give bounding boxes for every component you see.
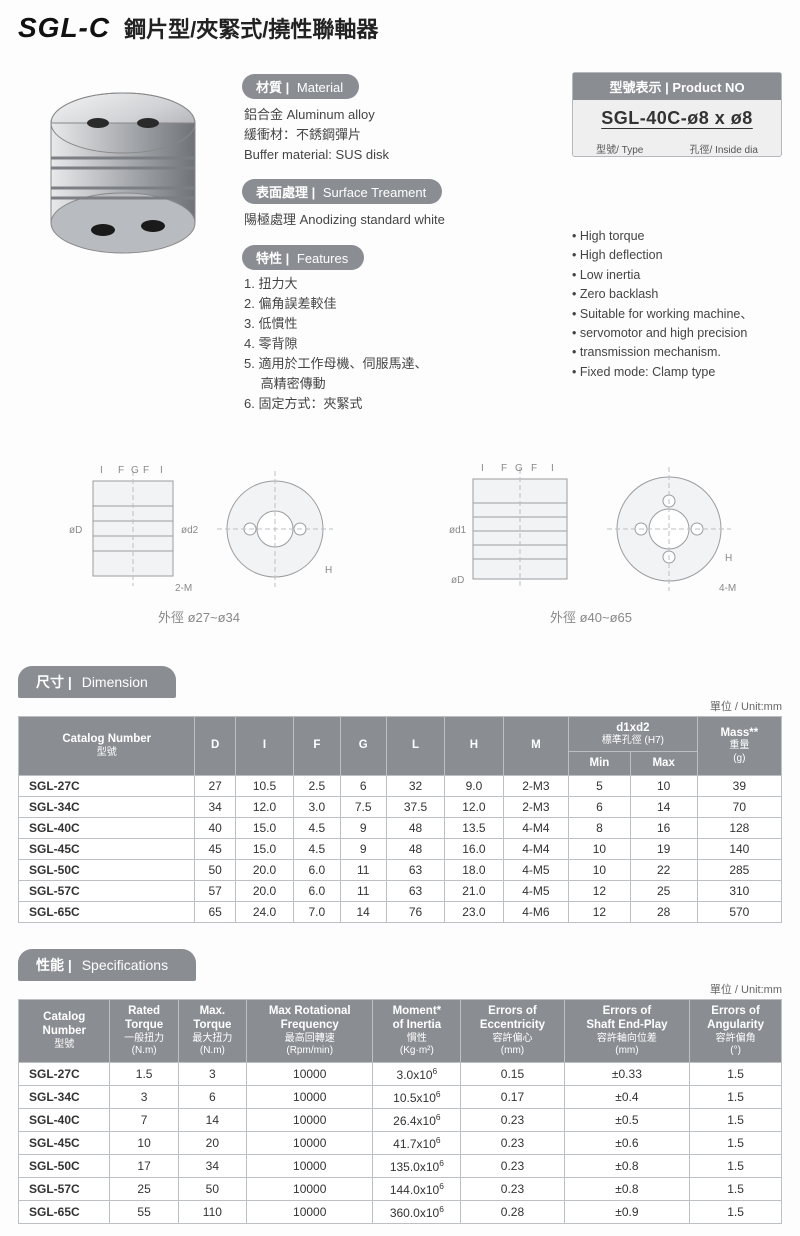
table-row: SGL-27C1.53100003.0x1060.15±0.331.5 bbox=[19, 1062, 782, 1085]
svg-text:ød1: ød1 bbox=[449, 525, 467, 536]
svg-text:I: I bbox=[481, 463, 484, 474]
product-no-header: 型號表示 | Product NO bbox=[573, 73, 781, 100]
product-no-box: 型號表示 | Product NO SGL-40C-ø8 x ø8 型號/ Ty… bbox=[572, 72, 782, 157]
svg-text:øD: øD bbox=[451, 575, 464, 586]
svg-text:I: I bbox=[100, 465, 103, 476]
diagram-right: I F G F I ød1 øD 4-M H 外徑 ø40~ø65 bbox=[445, 451, 737, 626]
table-row: SGL-50C5020.06.0116318.04-M51022285 bbox=[19, 859, 782, 880]
dimension-unit: 單位 / Unit:mm bbox=[18, 698, 782, 714]
svg-text:G: G bbox=[515, 463, 523, 474]
table-row: SGL-34C361000010.5x1060.17±0.41.5 bbox=[19, 1085, 782, 1108]
spec-unit: 單位 / Unit:mm bbox=[18, 981, 782, 997]
table-row: SGL-45C4515.04.594816.04-M41019140 bbox=[19, 838, 782, 859]
feature-item: Zero backlash bbox=[572, 285, 782, 304]
svg-text:H: H bbox=[325, 565, 332, 576]
svg-text:F: F bbox=[531, 463, 537, 474]
feature-item: 5. 適用於工作母機、伺服馬達、 bbox=[244, 354, 558, 374]
features-en-list: High torqueHigh deflectionLow inertiaZer… bbox=[572, 227, 782, 382]
diagram-left: I F G F I øD ød2 2-M H 外徑 ø27~ø34 bbox=[63, 451, 335, 626]
svg-text:2-M: 2-M bbox=[175, 583, 192, 594]
spec-header: 性能 | Specifications bbox=[18, 949, 196, 981]
svg-text:ød2: ød2 bbox=[181, 525, 199, 536]
svg-text:F: F bbox=[143, 465, 149, 476]
feature-item: transmission mechanism. bbox=[572, 343, 782, 362]
feature-item: servomotor and high precision bbox=[572, 324, 782, 343]
svg-text:øD: øD bbox=[69, 525, 82, 536]
table-row: SGL-50C173410000135.0x1060.23±0.81.5 bbox=[19, 1154, 782, 1177]
svg-text:F: F bbox=[118, 465, 124, 476]
table-row: SGL-57C255010000144.0x1060.23±0.81.5 bbox=[19, 1177, 782, 1200]
table-row: SGL-45C10201000041.7x1060.23±0.61.5 bbox=[19, 1131, 782, 1154]
diagram-right-caption: 外徑 ø40~ø65 bbox=[550, 607, 632, 626]
svg-text:I: I bbox=[551, 463, 554, 474]
material-text: 鋁合金 Aluminum alloy 緩衝材：不銹鋼彈片 Buffer mate… bbox=[244, 105, 558, 165]
info-right: 型號表示 | Product NO SGL-40C-ø8 x ø8 型號/ Ty… bbox=[572, 68, 782, 415]
top-info-section: 材質 | Material 鋁合金 Aluminum alloy 緩衝材：不銹鋼… bbox=[18, 68, 782, 415]
table-row: SGL-40C4015.04.594813.54-M4816128 bbox=[19, 817, 782, 838]
feature-item: 6. 固定方式：夾緊式 bbox=[244, 394, 558, 414]
page-title: SGL-C 鋼片型/夾緊式/撓性聯軸器 bbox=[18, 12, 782, 44]
feature-item: 2. 偏角誤差較佳 bbox=[244, 294, 558, 314]
feature-item: 1. 扭力大 bbox=[244, 274, 558, 294]
table-row: SGL-65C6524.07.0147623.04-M61228570 bbox=[19, 901, 782, 922]
model-desc: 鋼片型/夾緊式/撓性聯軸器 bbox=[124, 12, 378, 44]
svg-text:F: F bbox=[501, 463, 507, 474]
feature-item: 3. 低慣性 bbox=[244, 314, 558, 334]
coupling-3d-icon bbox=[28, 68, 218, 288]
product-no-sub: 型號/ Type孔徑/ Inside dia bbox=[573, 141, 781, 156]
svg-text:G: G bbox=[131, 465, 139, 476]
spec-table: CatalogNumber型號 RatedTorque一般扭力(N.m) Max… bbox=[18, 999, 782, 1224]
surface-text: 陽極處理 Anodizing standard white bbox=[244, 210, 558, 230]
feature-item: High torque bbox=[572, 227, 782, 246]
product-no-body: SGL-40C-ø8 x ø8 bbox=[573, 100, 781, 139]
feature-item: Low inertia bbox=[572, 266, 782, 285]
table-row: SGL-57C5720.06.0116321.04-M51225310 bbox=[19, 880, 782, 901]
product-image bbox=[18, 68, 228, 415]
table-row: SGL-27C2710.52.56329.02-M351039 bbox=[19, 775, 782, 796]
surface-pill: 表面處理 | Surface Treament bbox=[242, 179, 442, 204]
svg-text:I: I bbox=[160, 465, 163, 476]
feature-item: 高精密傳動 bbox=[244, 374, 558, 394]
diagram-row: I F G F I øD ød2 2-M H 外徑 ø27~ø34 bbox=[18, 451, 782, 626]
svg-text:4-M: 4-M bbox=[719, 583, 736, 594]
table-row: SGL-34C3412.03.07.537.512.02-M361470 bbox=[19, 796, 782, 817]
feature-item: Fixed mode: Clamp type bbox=[572, 363, 782, 382]
dimension-table: Catalog Number型號 D I F G L H M d1xd2標準孔徑… bbox=[18, 716, 782, 923]
dimension-header: 尺寸 | Dimension bbox=[18, 666, 176, 698]
features-zh-list: 1. 扭力大2. 偏角誤差較佳3. 低慣性4. 零背隙5. 適用於工作母機、伺服… bbox=[242, 274, 558, 415]
model-code: SGL-C bbox=[18, 12, 110, 44]
diagram-side-small: I F G F I øD ød2 2-M bbox=[63, 451, 203, 601]
table-row: SGL-65C5511010000360.0x1060.28±0.91.5 bbox=[19, 1200, 782, 1223]
diagram-left-caption: 外徑 ø27~ø34 bbox=[158, 607, 240, 626]
info-middle: 材質 | Material 鋁合金 Aluminum alloy 緩衝材：不銹鋼… bbox=[242, 68, 558, 415]
material-pill: 材質 | Material bbox=[242, 74, 359, 99]
feature-item: High deflection bbox=[572, 246, 782, 265]
features-pill: 特性 | Features bbox=[242, 245, 364, 270]
feature-item: Suitable for working machine、 bbox=[572, 305, 782, 324]
diagram-front-small: H bbox=[215, 451, 335, 601]
svg-text:H: H bbox=[725, 553, 732, 564]
feature-item: 4. 零背隙 bbox=[244, 334, 558, 354]
diagram-side-large: I F G F I ød1 øD bbox=[445, 451, 595, 601]
table-row: SGL-40C7141000026.4x1060.23±0.51.5 bbox=[19, 1108, 782, 1131]
diagram-front-large: 4-M H bbox=[607, 451, 737, 601]
